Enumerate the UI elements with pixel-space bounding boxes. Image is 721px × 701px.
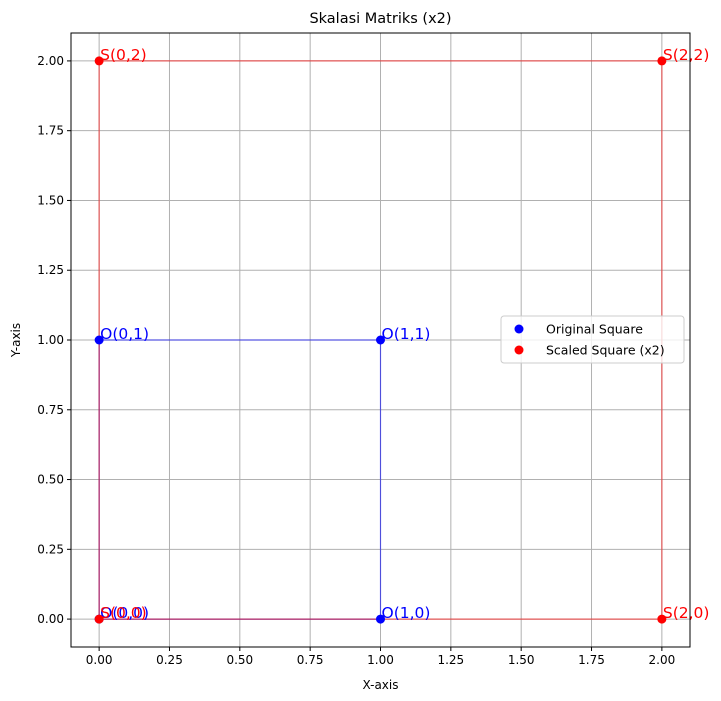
x-tick-label: 1.75 (578, 653, 605, 667)
legend: Original Square Scaled Square (x2) (500, 315, 685, 364)
x-tick-label: 2.00 (649, 653, 676, 667)
x-tick-label: 1.50 (508, 653, 535, 667)
data-point-label: O(0,1) (100, 325, 149, 343)
legend-box (500, 315, 685, 364)
legend-label: Scaled Square (x2) (546, 343, 665, 358)
y-axis-ticks: 0.00 0.25 0.50 0.75 1.00 1.25 1.50 1.75 2.00 (37, 54, 71, 626)
legend-marker (514, 345, 524, 355)
y-tick-label: 1.25 (37, 263, 64, 277)
data-point (94, 335, 104, 345)
data-point-label: O(1,0) (382, 604, 431, 622)
x-tick-label: 1.25 (437, 653, 464, 667)
data-point-label: O(0,0) (100, 604, 149, 622)
legend-label: Original Square (546, 322, 643, 337)
y-tick-label: 0.00 (37, 612, 64, 626)
y-tick-label: 1.00 (37, 333, 64, 347)
x-tick-label: 1.00 (367, 653, 394, 667)
data-point (376, 614, 385, 624)
point-labels: O(0,0) O(1,0) O(1,1) O(0,1) S(0,0) S(2,0) S(2,… (100, 46, 709, 622)
x-axis-ticks: 0.00 0.25 0.50 0.75 1.00 1.25 1.50 1.75 2.00 (86, 647, 675, 667)
y-tick-label: 0.75 (37, 403, 64, 417)
y-tick-label: 2.00 (37, 54, 64, 68)
data-point-label: S(2,2) (663, 46, 710, 64)
y-tick-label: 1.75 (37, 124, 64, 138)
data-point-label: O(1,1) (382, 325, 431, 343)
x-tick-label: 0.25 (156, 653, 183, 667)
x-tick-label: 0.00 (86, 653, 113, 667)
x-axis-label: X-axis (363, 678, 399, 692)
data-point-label: S(2,0) (663, 604, 710, 622)
data-points (94, 56, 667, 624)
y-tick-label: 0.25 (37, 542, 64, 556)
data-point (376, 335, 385, 345)
data-point (94, 614, 104, 624)
data-point (657, 56, 667, 66)
data-point-label: S(0,2) (100, 46, 147, 64)
data-point (94, 56, 104, 66)
y-axis-label: Y-axis (9, 323, 23, 358)
x-tick-label: 0.75 (297, 653, 324, 667)
legend-marker (514, 324, 524, 334)
y-tick-label: 0.50 (37, 473, 64, 487)
chart-title: Skalasi Matriks (x2) (309, 11, 451, 27)
y-tick-label: 1.50 (37, 193, 64, 207)
data-point-label: S(0,0) (100, 604, 147, 622)
x-tick-label: 0.50 (226, 653, 253, 667)
data-point (657, 614, 667, 624)
